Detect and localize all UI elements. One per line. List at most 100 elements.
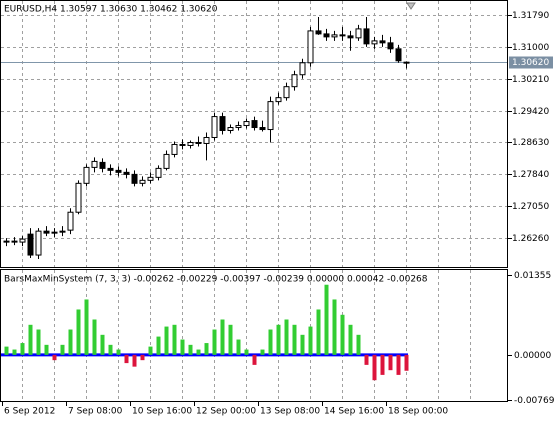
candle-body (115, 169, 122, 173)
histogram-bar (356, 334, 361, 355)
candle-body (395, 48, 402, 62)
candle-body (179, 143, 186, 146)
candle-body (299, 62, 306, 76)
candle-body (163, 153, 170, 169)
candle-body (371, 40, 378, 45)
y-tick-label: 1.31790 (512, 11, 549, 21)
candle-body (331, 34, 338, 38)
candle-body (315, 30, 322, 35)
chart-menu-icon[interactable] (406, 2, 416, 10)
indicator-title: BarsMaxMinSystem (7, 3, 3) -0.00262 -0.0… (4, 275, 428, 285)
candle-body (195, 141, 202, 144)
histogram-bar (388, 354, 393, 371)
candle-body (211, 116, 218, 138)
histogram-bar (12, 349, 17, 355)
histogram-bar (268, 329, 273, 355)
y-tick-label: 1.28630 (512, 138, 549, 148)
candle-body (171, 143, 178, 155)
histogram-bar (212, 329, 217, 355)
candle-body (75, 182, 82, 213)
candle-body (91, 160, 98, 168)
histogram-bar (196, 349, 201, 355)
candle-body (379, 40, 386, 44)
histogram-bar (228, 324, 233, 355)
histogram-bar (4, 346, 9, 355)
histogram-bar (100, 334, 105, 355)
histogram-bar (68, 329, 73, 355)
y-tick-label: 1.26260 (512, 234, 549, 244)
indicator-pane-frame (0, 269, 508, 402)
histogram-bar (148, 346, 153, 355)
x-tick-label: 10 Sep 16:00 (132, 407, 192, 417)
candle-body (51, 231, 58, 234)
histogram-bar (172, 324, 177, 355)
y-tick-label: 1.27840 (512, 170, 549, 180)
histogram-bar (380, 354, 385, 375)
histogram-bar (36, 329, 41, 355)
histogram-bar (140, 354, 145, 361)
histogram-bar (188, 344, 193, 355)
candle-body (3, 240, 10, 243)
candle-body (147, 176, 154, 181)
histogram-bar (316, 309, 321, 355)
main-pane-frame (0, 0, 508, 268)
candle-body (107, 167, 114, 171)
candle-body (123, 171, 130, 175)
x-tick-label: 14 Sep 16:00 (324, 407, 384, 417)
histogram-bar (156, 336, 161, 355)
y-tick-label: 1.29420 (512, 107, 549, 117)
candle-body (139, 179, 146, 184)
histogram-bar (340, 314, 345, 355)
histogram-bar (284, 319, 289, 355)
histogram-bar (332, 299, 337, 355)
x-tick-label: 7 Sep 08:00 (68, 407, 123, 417)
histogram-bar (204, 343, 209, 355)
histogram-bar (252, 354, 257, 365)
y-tick-label: 1.27050 (512, 202, 549, 212)
histogram-bar (164, 326, 169, 355)
candle-body (363, 28, 370, 45)
candle-body (235, 125, 242, 129)
current-price-label: 1.30620 (512, 58, 549, 68)
candle-body (187, 141, 194, 146)
histogram-bar (292, 324, 297, 355)
candle-body (59, 230, 66, 233)
histogram-bar (52, 354, 57, 361)
candle-body (403, 61, 410, 64)
candle-body (283, 86, 290, 99)
candle-body (19, 238, 26, 243)
histogram-bar (180, 339, 185, 355)
histogram-bar (84, 299, 89, 355)
candle-body (43, 230, 50, 234)
x-tick-label: 12 Sep 00:00 (196, 407, 256, 417)
candle-body (155, 167, 162, 178)
histogram-bar (348, 324, 353, 355)
candle-body (243, 121, 250, 127)
candle-body (307, 30, 314, 64)
histogram-bar (44, 344, 49, 355)
histogram-bar (372, 354, 377, 381)
candle-body (67, 211, 74, 231)
x-tick-label: 13 Sep 08:00 (260, 407, 320, 417)
layer: 1.31790 1.31000 1.30210 1.29420 1.28630 1.278… (1, 1, 555, 417)
candle-body (83, 166, 90, 184)
y-tick-label: 1.30210 (512, 75, 549, 85)
y-tick-label: 1.31000 (512, 43, 549, 53)
candle-body (251, 120, 258, 129)
candle-body (259, 127, 266, 131)
candle-body (35, 230, 42, 256)
histogram-bar (220, 319, 225, 355)
histogram-bar (300, 334, 305, 355)
candle-body (131, 173, 138, 184)
histogram-bar (260, 349, 265, 355)
histogram-bar (396, 354, 401, 375)
candle-body (275, 97, 282, 103)
candle-body (227, 127, 234, 132)
histogram-bar (20, 343, 25, 355)
candle-body (11, 240, 18, 243)
histogram-bar (132, 354, 137, 367)
x-tick-label: 6 Sep 2012 (4, 407, 55, 417)
histogram-bar (308, 326, 313, 355)
histogram-bar (92, 319, 97, 355)
